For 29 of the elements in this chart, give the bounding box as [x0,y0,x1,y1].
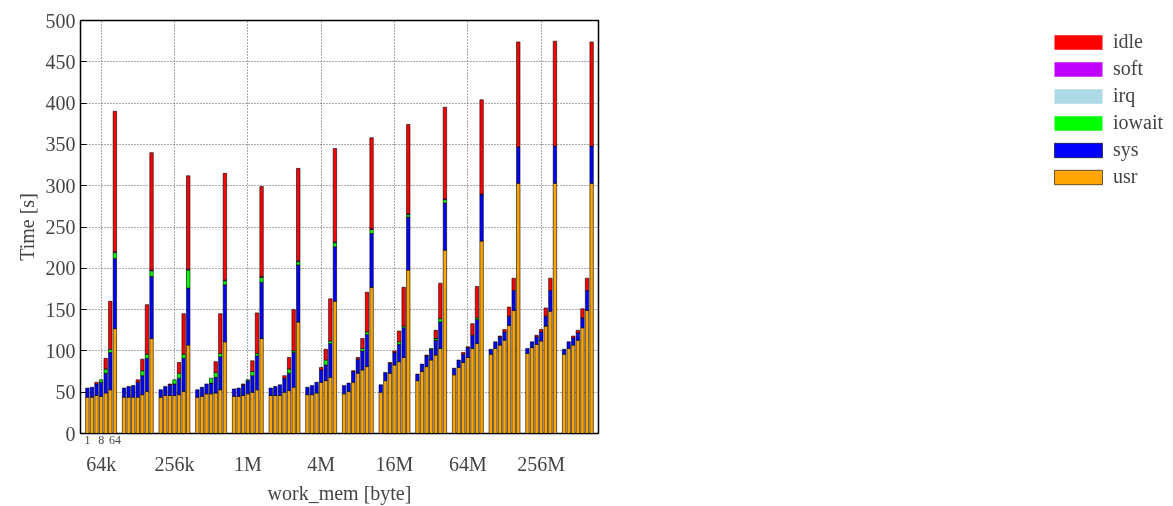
y-tick-label: 250 [45,216,76,238]
legend-label: usr [1113,165,1138,188]
legend-label: sys [1113,138,1139,161]
x-tick-label: 1 [84,432,91,447]
x-tick-label: 64 [108,432,121,447]
y-tick-label: 50 [55,381,76,404]
text: 256M [517,452,566,475]
legend-label: irq [1113,84,1136,107]
legend-label: idle [1113,30,1143,53]
text: 64k [86,452,117,475]
legend-label: soft [1113,57,1143,80]
x-axis-title: work_mem [byte] [267,481,412,505]
y-tick-label: 300 [45,174,76,197]
text: 16M [375,452,414,475]
text: 256k [154,452,195,475]
y-tick-label: 500 [45,9,76,32]
x-tick-label: 8 [98,432,105,447]
y-tick-label: 450 [45,50,76,73]
y-tick-label: 0 [65,422,76,445]
y-tick-label: 100 [45,339,76,362]
y-tick-label: 400 [45,92,76,115]
y-tick-label: 350 [45,133,76,156]
text: 1M [233,452,262,475]
text: 64M [448,452,487,475]
y-tick-label: 150 [45,298,76,321]
text: 4M [307,452,336,475]
legend-label: iowait [1113,111,1163,134]
y-tick-label: 200 [45,257,76,280]
y-axis-title: Time [s] [15,193,38,261]
